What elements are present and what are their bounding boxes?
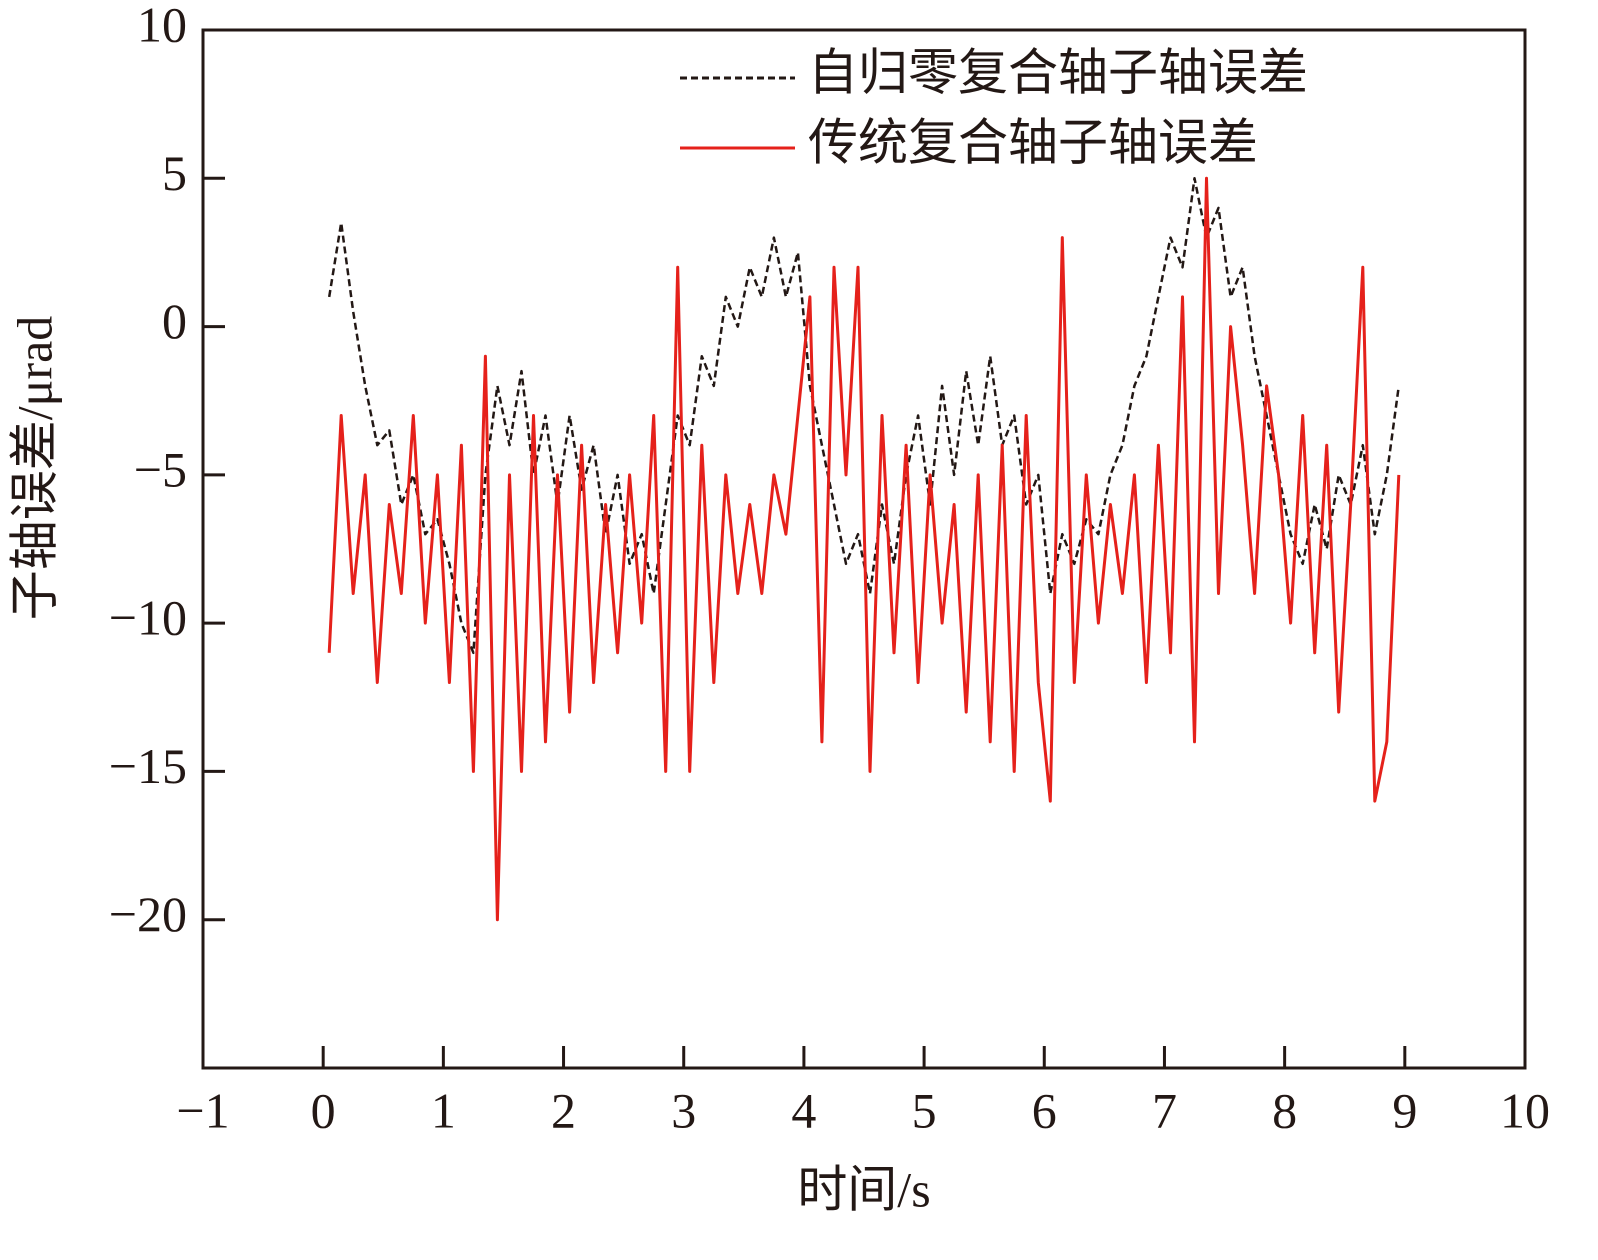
y-tick-label: 0 bbox=[162, 293, 187, 349]
plot-frame bbox=[201, 28, 1527, 1070]
legend-label: 传统复合轴子轴误差 bbox=[808, 114, 1258, 170]
y-tick-label: 10 bbox=[137, 0, 187, 52]
x-tick-label: 9 bbox=[1392, 1082, 1417, 1138]
y-tick-label: −15 bbox=[109, 738, 187, 794]
x-axis-title: 时间/s bbox=[797, 1161, 930, 1217]
x-tick-label: 4 bbox=[791, 1082, 816, 1138]
y-tick-label: −10 bbox=[109, 590, 187, 646]
x-tick-label: 6 bbox=[1032, 1082, 1057, 1138]
x-tick-label: −1 bbox=[176, 1082, 229, 1138]
y-tick-label: 5 bbox=[162, 145, 187, 201]
series-line bbox=[327, 176, 1401, 922]
y-tick-label: −20 bbox=[109, 886, 187, 942]
y-axis-title: 子轴误差/μrad bbox=[6, 316, 62, 621]
x-tick-label: 1 bbox=[431, 1082, 456, 1138]
x-tick-label: 2 bbox=[551, 1082, 576, 1138]
x-tick-label: 7 bbox=[1152, 1082, 1177, 1138]
y-tick-label: −5 bbox=[134, 441, 187, 497]
x-tick-label: 5 bbox=[912, 1082, 937, 1138]
legend-label: 自归零复合轴子轴误差 bbox=[808, 44, 1308, 100]
x-tick-label: 8 bbox=[1272, 1082, 1297, 1138]
x-tick-label: 0 bbox=[311, 1082, 336, 1138]
x-tick-label: 3 bbox=[671, 1082, 696, 1138]
x-tick-label: 10 bbox=[1500, 1082, 1550, 1138]
